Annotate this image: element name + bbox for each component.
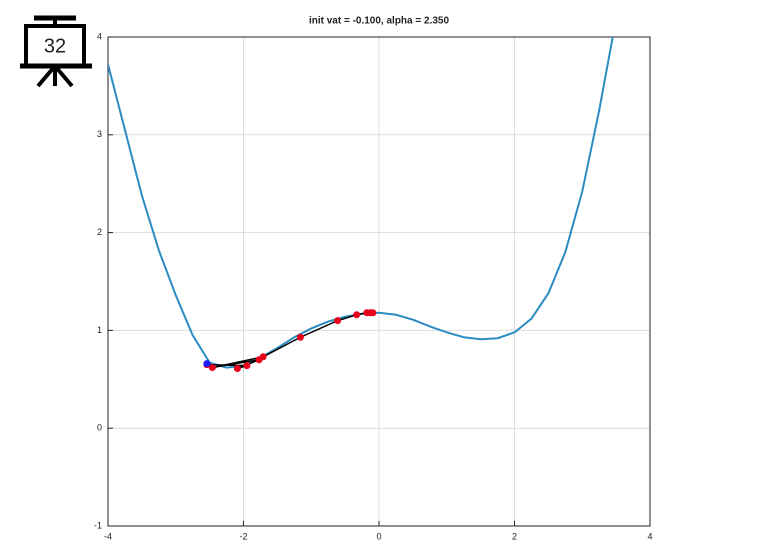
x-tick-label: 0 — [376, 531, 381, 541]
y-tick-label: 4 — [97, 31, 102, 41]
slide-icon: 32 — [20, 15, 92, 88]
point — [208, 364, 216, 372]
x-tick-label: 4 — [647, 531, 652, 541]
point — [296, 333, 304, 341]
x-tick-label: -2 — [239, 531, 247, 541]
x-tick-label: -4 — [104, 531, 112, 541]
y-tick-label: 1 — [97, 325, 102, 335]
chart-title: init vat = -0.100, alpha = 2.350 — [309, 16, 450, 27]
point — [243, 362, 251, 370]
slide-number: 32 — [44, 35, 66, 57]
y-tick-label: 3 — [97, 129, 102, 139]
plot-frame — [107, 36, 651, 527]
y-tick-label: -1 — [94, 520, 102, 530]
curve — [108, 37, 614, 369]
point — [255, 356, 263, 364]
point — [353, 311, 361, 319]
point — [334, 317, 342, 325]
y-tick-label: 2 — [97, 227, 102, 237]
icon-leg — [53, 64, 74, 88]
x-tick-label: 2 — [512, 531, 517, 541]
y-tick-label: 0 — [97, 423, 102, 433]
point — [363, 309, 371, 317]
point — [233, 365, 241, 373]
icon-leg — [36, 64, 57, 88]
point — [203, 360, 211, 368]
